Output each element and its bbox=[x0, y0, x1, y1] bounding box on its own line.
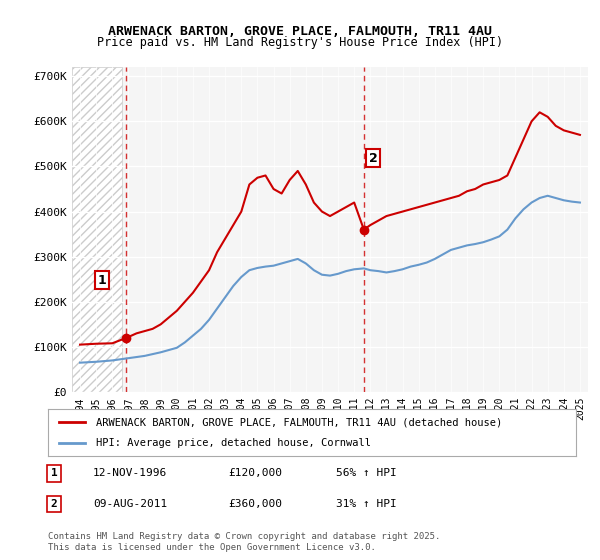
Text: 12-NOV-1996: 12-NOV-1996 bbox=[93, 468, 167, 478]
Text: 56% ↑ HPI: 56% ↑ HPI bbox=[336, 468, 397, 478]
Text: HPI: Average price, detached house, Cornwall: HPI: Average price, detached house, Corn… bbox=[95, 438, 371, 448]
Text: Contains HM Land Registry data © Crown copyright and database right 2025.
This d: Contains HM Land Registry data © Crown c… bbox=[48, 532, 440, 552]
Text: ARWENACK BARTON, GROVE PLACE, FALMOUTH, TR11 4AU: ARWENACK BARTON, GROVE PLACE, FALMOUTH, … bbox=[108, 25, 492, 38]
Text: 2: 2 bbox=[50, 499, 58, 509]
Text: 1: 1 bbox=[97, 274, 106, 287]
Text: 09-AUG-2011: 09-AUG-2011 bbox=[93, 499, 167, 509]
Text: £120,000: £120,000 bbox=[228, 468, 282, 478]
Text: 31% ↑ HPI: 31% ↑ HPI bbox=[336, 499, 397, 509]
Text: Price paid vs. HM Land Registry's House Price Index (HPI): Price paid vs. HM Land Registry's House … bbox=[97, 36, 503, 49]
Text: 1: 1 bbox=[50, 468, 58, 478]
Text: £360,000: £360,000 bbox=[228, 499, 282, 509]
Text: ARWENACK BARTON, GROVE PLACE, FALMOUTH, TR11 4AU (detached house): ARWENACK BARTON, GROVE PLACE, FALMOUTH, … bbox=[95, 417, 502, 427]
Text: 2: 2 bbox=[368, 152, 377, 165]
